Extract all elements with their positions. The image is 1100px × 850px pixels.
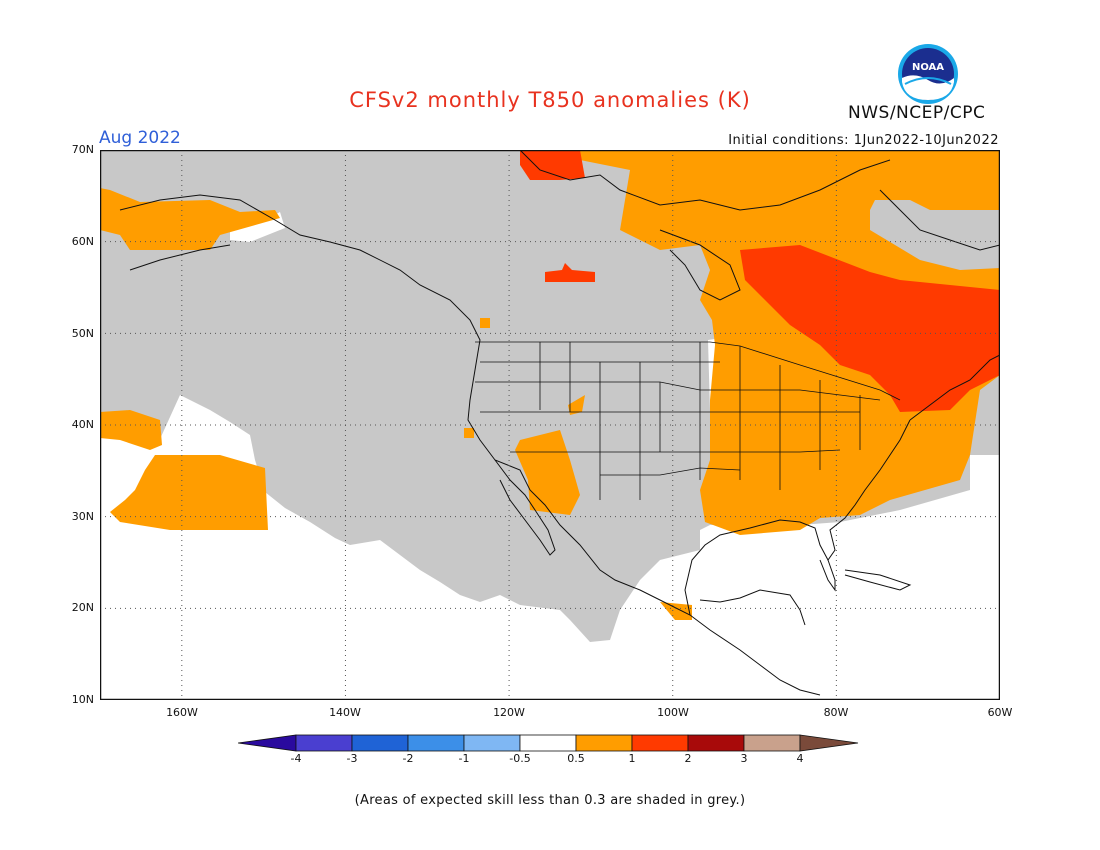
colorbar-tick-label: 4 bbox=[796, 752, 804, 765]
anomaly-orange-dot2 bbox=[464, 428, 474, 438]
lon-label: 120W bbox=[493, 706, 525, 719]
anomaly-map bbox=[100, 150, 1000, 700]
us-state-borders bbox=[475, 341, 901, 500]
colorbar-box bbox=[743, 734, 801, 752]
aleutians bbox=[129, 244, 231, 271]
skill-footnote: (Areas of expected skill less than 0.3 a… bbox=[354, 793, 746, 808]
lat-label: 30N bbox=[71, 510, 94, 523]
lon-label: 80W bbox=[823, 706, 849, 719]
lon-label: 140W bbox=[329, 706, 361, 719]
anomaly-orange-dot1 bbox=[480, 318, 490, 328]
anomaly-red-eastcanada bbox=[740, 245, 1000, 412]
anomaly-orange-canada bbox=[520, 150, 1000, 535]
lon-label: 160W bbox=[166, 706, 198, 719]
colorbar-box bbox=[687, 734, 745, 752]
colorbar-box bbox=[631, 734, 689, 752]
colorbar-tick-label: -0.5 bbox=[509, 752, 531, 765]
colorbar-tick-label: -4 bbox=[290, 752, 302, 765]
colorbar-box bbox=[295, 734, 353, 752]
colorbar bbox=[238, 734, 859, 752]
white-patch-pacific bbox=[100, 440, 700, 700]
logo-text: NOAA bbox=[912, 62, 944, 73]
anomaly-orange-pacific-40n bbox=[100, 410, 162, 450]
initial-conditions: Initial conditions: 1Jun2022-10Jun2022 bbox=[728, 133, 999, 148]
map-frame bbox=[100, 150, 1000, 700]
graticule bbox=[100, 150, 1000, 700]
east-coast bbox=[909, 354, 1000, 421]
colorbar-box bbox=[575, 734, 633, 752]
lon-label: 100W bbox=[657, 706, 689, 719]
lon-label: 60W bbox=[987, 706, 1013, 719]
colorbar-box bbox=[519, 734, 577, 752]
map-title: CFSv2 monthly T850 anomalies (K) bbox=[349, 88, 751, 112]
cuba bbox=[844, 569, 912, 591]
anomaly-orange-utah bbox=[568, 395, 585, 415]
colorbar-arrow-high bbox=[799, 734, 859, 752]
colorbar-box bbox=[351, 734, 409, 752]
lat-label: 10N bbox=[71, 693, 94, 706]
north-america-west-coast bbox=[119, 194, 821, 696]
valid-month: Aug 2022 bbox=[99, 128, 181, 148]
agency-label: NWS/NCEP/CPC bbox=[848, 103, 986, 123]
lat-label: 20N bbox=[71, 601, 94, 614]
colorbar-arrow-low bbox=[238, 734, 297, 752]
colorbar-box bbox=[463, 734, 521, 752]
anomaly-red-bc bbox=[545, 263, 595, 282]
arctic-islands bbox=[519, 150, 891, 211]
lat-label: 70N bbox=[71, 143, 94, 156]
anomaly-orange-hawaii-pacific bbox=[110, 455, 268, 530]
anomaly-red-arctic bbox=[520, 150, 585, 180]
lat-label: 60N bbox=[71, 235, 94, 248]
coastlines bbox=[119, 150, 1000, 696]
colorbar-tick-label: 0.5 bbox=[567, 752, 585, 765]
florida bbox=[819, 559, 836, 592]
colorbar-box bbox=[407, 734, 465, 752]
noaa-logo: NOAA bbox=[893, 42, 963, 110]
colorbar-tick-label: 2 bbox=[684, 752, 692, 765]
anomaly-orange-southwest bbox=[515, 430, 580, 515]
greenland-coast bbox=[879, 189, 1000, 251]
colorbar-tick-label: -3 bbox=[346, 752, 358, 765]
yucatan bbox=[699, 589, 806, 626]
colorbar-tick-label: 1 bbox=[628, 752, 636, 765]
anomaly-orange-mexico bbox=[660, 602, 692, 620]
colorbar-tick-label: 3 bbox=[740, 752, 748, 765]
lat-label: 40N bbox=[71, 418, 94, 431]
baja-california bbox=[494, 459, 556, 556]
colorbar-tick-label: -2 bbox=[402, 752, 414, 765]
colorbar-tick-label: -1 bbox=[458, 752, 470, 765]
lat-label: 50N bbox=[71, 327, 94, 340]
hudson-bay bbox=[659, 229, 741, 301]
gulf-coast bbox=[684, 419, 911, 616]
